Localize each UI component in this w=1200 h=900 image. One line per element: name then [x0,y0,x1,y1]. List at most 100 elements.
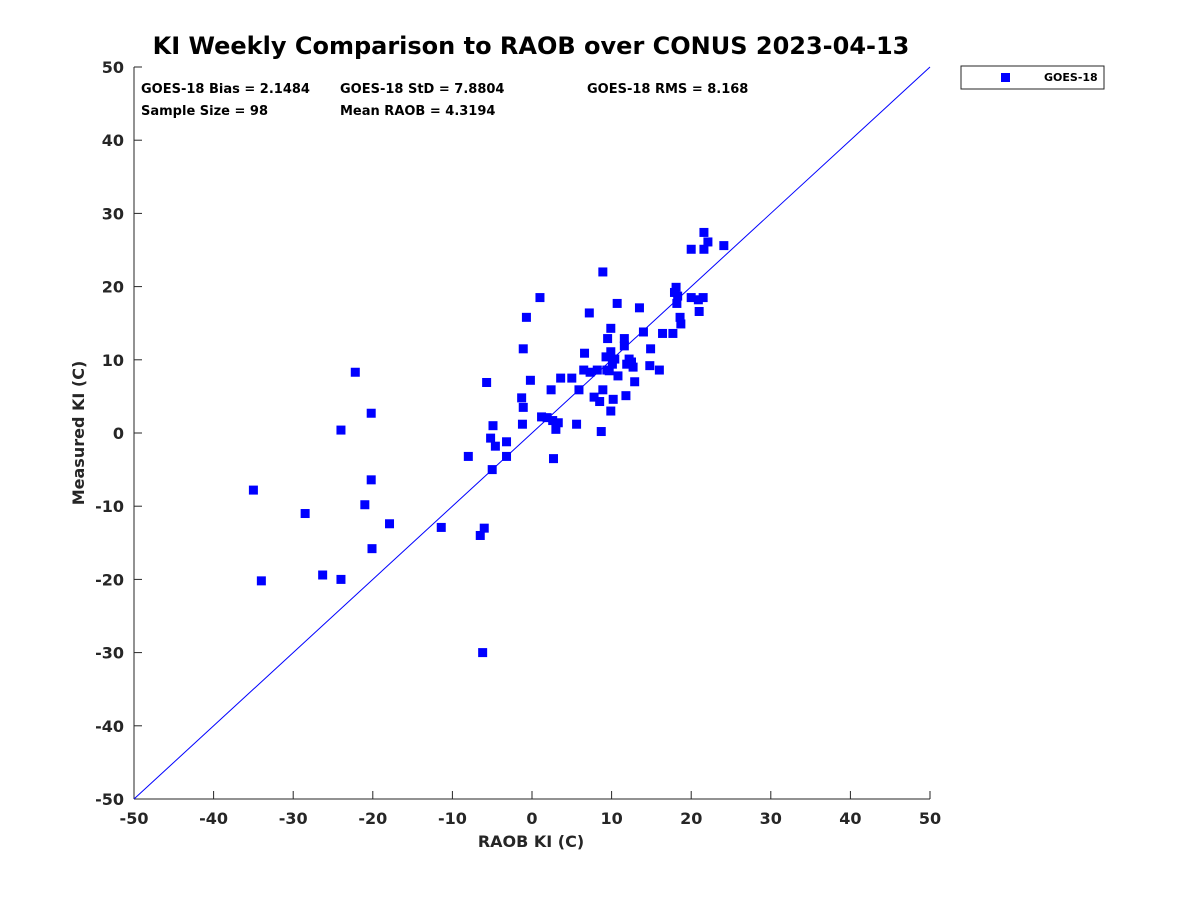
data-point [567,373,577,383]
x-axis-label: RAOB KI (C) [478,832,584,851]
y-tick-label: 20 [102,278,124,297]
data-point [634,303,644,313]
data-point [350,367,360,377]
data-point [675,312,685,322]
data-point [673,291,683,301]
data-point [482,377,492,387]
data-point [367,544,377,554]
data-point [698,293,708,303]
data-point [606,347,616,357]
data-point [535,293,545,303]
data-point [574,385,584,395]
legend-label-goes-18: GOES-18 [1044,71,1098,84]
y-tick-label: 40 [102,131,124,150]
x-tick-label: 20 [680,809,702,828]
data-point [699,244,709,254]
data-point [601,352,611,362]
stat-sample-size: Sample Size = 98 [141,104,268,119]
x-axis-ticks: -50 -40 -30 -20 -10 0 10 20 30 40 50 [120,791,941,828]
x-tick-label: -50 [120,809,149,828]
data-point [592,365,602,375]
data-point [606,406,616,416]
x-tick-label: 30 [760,809,782,828]
data-point [366,475,376,485]
data-point [525,375,535,385]
data-point [248,485,258,495]
one-to-one-reference-line [133,66,931,800]
chart-title: KI Weekly Comparison to RAOB over CONUS … [153,32,910,60]
data-point [517,419,527,429]
y-tick-label: -20 [95,570,124,589]
data-point [585,367,595,377]
data-point [579,365,589,375]
x-tick-label: 0 [526,809,537,828]
data-point [606,323,616,333]
data-point [694,306,704,316]
data-point [502,451,512,461]
legend-marker-goes-18 [1001,73,1010,82]
data-point [598,267,608,277]
data-point [385,519,395,529]
data-point [658,328,668,338]
data-point [336,574,346,584]
x-tick-label: -40 [199,809,228,828]
data-point [621,391,631,401]
data-point [638,327,648,337]
data-point [490,441,500,451]
data-point [719,241,729,251]
y-axis-label: Measured KI (C) [69,361,88,506]
legend: GOES-18 [960,65,1105,90]
data-point [548,454,558,464]
data-point [598,385,608,395]
data-point [502,437,512,447]
data-point [613,371,623,381]
y-tick-label: 30 [102,204,124,223]
data-point [610,354,620,364]
data-point [488,421,498,431]
data-point [556,373,566,383]
data-point [436,522,446,532]
data-point [668,328,678,338]
data-point [546,385,556,395]
x-tick-label: -20 [358,809,387,828]
data-point [654,365,664,375]
data-point [463,451,473,461]
data-point [604,366,614,376]
data-point [619,334,629,344]
data-point [619,341,629,351]
data-point [646,344,656,354]
data-points [248,227,729,658]
data-point [703,237,713,247]
data-point [628,362,638,372]
data-point [699,227,709,237]
stat-rms: GOES-18 RMS = 8.168 [587,82,748,97]
data-point [612,298,622,308]
data-point [572,419,582,429]
data-point [518,344,528,354]
data-point [487,465,497,475]
data-point [553,418,563,428]
y-tick-label: 10 [102,351,124,370]
data-point [603,334,613,344]
data-point [686,244,696,254]
data-point [486,433,496,443]
data-point [686,293,696,303]
data-point [607,359,617,369]
data-point [479,523,489,533]
stat-bias: GOES-18 Bias = 2.1484 [141,82,310,97]
data-point [627,357,636,367]
data-point [518,402,528,412]
x-tick-label: 40 [839,809,861,828]
data-point [584,308,594,318]
data-point [580,348,590,358]
y-axis-ticks: -50 -40 -30 -20 -10 0 10 20 30 40 50 [95,58,142,809]
data-point [300,509,310,519]
x-tick-label: -30 [279,809,308,828]
data-point [672,298,682,308]
legend-box [960,65,1105,90]
data-point [671,282,681,292]
data-point [478,648,488,658]
data-point [589,392,599,402]
data-point [318,570,328,580]
data-point [475,530,485,540]
